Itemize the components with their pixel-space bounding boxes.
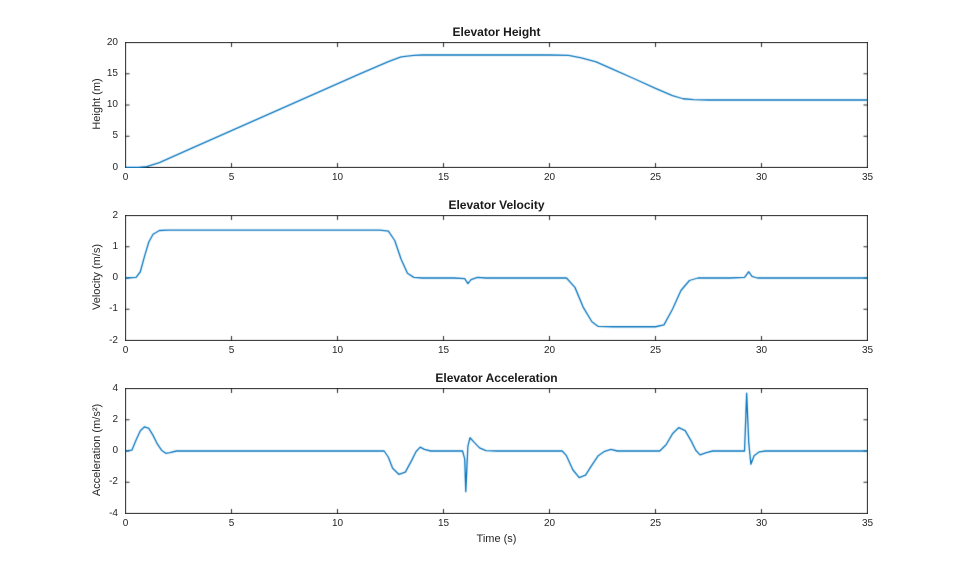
y-tick-label: -2	[109, 334, 118, 346]
y-tick-label: 10	[106, 99, 118, 110]
y-tick-label: -1	[109, 303, 118, 315]
y-tick-label: 15	[106, 67, 118, 79]
height-plot-title: Elevator Height	[452, 25, 541, 39]
x-tick-label: 10	[331, 172, 344, 183]
y-tick-label: 0	[112, 161, 118, 173]
y-tick-label: 4	[112, 382, 118, 394]
acceleration-y-axis-label: Acceleration (m/s²)	[91, 403, 103, 497]
x-tick-label: 30	[755, 172, 768, 183]
x-tick-label: 10	[331, 518, 344, 529]
y-tick-label: -2	[109, 476, 118, 488]
x-tick-label: 25	[649, 172, 662, 183]
acceleration-plot-title: Elevator Acceleration	[435, 371, 558, 385]
y-tick-label: 0	[112, 445, 118, 456]
x-tick-label: 0	[122, 172, 129, 183]
x-tick-label: 15	[437, 518, 450, 529]
x-tick-label: 5	[228, 518, 235, 529]
y-tick-label: 1	[112, 240, 118, 252]
time-x-axis-label: Time (s)	[476, 533, 517, 545]
x-tick-label: 5	[228, 172, 235, 183]
x-tick-label: 25	[649, 518, 662, 529]
y-tick-label: 0	[112, 272, 118, 283]
x-tick-label: 10	[331, 345, 344, 356]
x-tick-label: 30	[755, 518, 768, 529]
x-tick-label: 30	[755, 345, 768, 356]
x-tick-label: 20	[543, 345, 556, 356]
x-tick-label: 35	[861, 345, 874, 356]
y-tick-label: 20	[106, 36, 118, 48]
height-plot-canvas	[125, 42, 868, 168]
x-tick-label: 25	[649, 345, 662, 356]
x-tick-label: 0	[122, 345, 129, 356]
acceleration-plot-canvas	[125, 388, 868, 514]
y-tick-label: 2	[112, 209, 118, 221]
x-tick-label: 35	[861, 518, 874, 529]
x-tick-label: 20	[543, 172, 556, 183]
x-tick-label: 15	[437, 345, 450, 356]
x-tick-label: 5	[228, 345, 235, 356]
velocity-y-axis-label: Velocity (m/s)	[91, 244, 103, 311]
x-tick-label: 20	[543, 518, 556, 529]
x-tick-label: 0	[122, 518, 129, 529]
height-y-axis-label: Height (m)	[91, 78, 103, 130]
y-tick-label: 2	[112, 413, 118, 425]
velocity-plot-canvas	[125, 215, 868, 341]
y-tick-label: -4	[109, 507, 118, 519]
x-tick-label: 15	[437, 172, 450, 183]
x-tick-label: 35	[861, 172, 874, 183]
velocity-plot-title: Elevator Velocity	[448, 198, 545, 212]
y-tick-label: 5	[112, 130, 118, 142]
